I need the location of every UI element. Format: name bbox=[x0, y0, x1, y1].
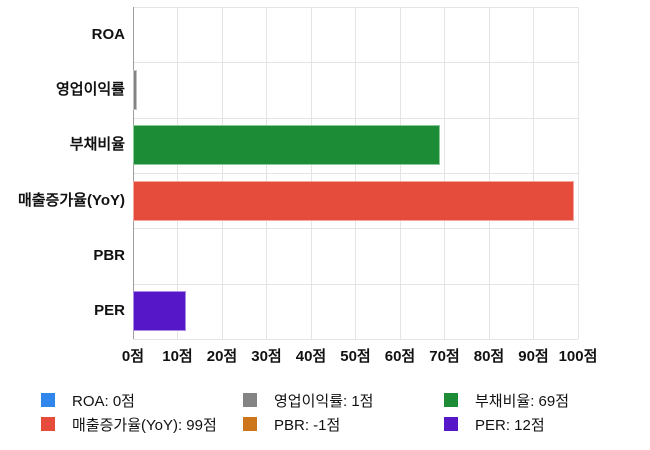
gridline-vertical bbox=[577, 7, 579, 339]
legend-color-swatch bbox=[41, 393, 55, 407]
x-tick-label: 100점 bbox=[558, 348, 598, 365]
legend-label: PER: 12점 bbox=[475, 416, 545, 434]
x-tick-label: 50점 bbox=[340, 348, 371, 365]
legend-label: 부채비율: 69점 bbox=[475, 392, 570, 410]
x-tick-label: 30점 bbox=[251, 348, 282, 365]
chart-bar[interactable] bbox=[133, 180, 574, 221]
legend-color-swatch bbox=[243, 393, 257, 407]
legend-item: PBR: -1점 bbox=[243, 416, 341, 434]
gridline-vertical bbox=[177, 7, 178, 339]
category-label: 부채비율 bbox=[69, 136, 125, 154]
legend-label: ROA: 0점 bbox=[72, 392, 135, 410]
legend-color-swatch bbox=[243, 417, 257, 431]
gridline-vertical bbox=[266, 7, 267, 339]
category-label: 영업이익률 bbox=[55, 81, 125, 98]
x-tick-label: 20점 bbox=[206, 348, 238, 365]
legend-item: ROA: 0점 bbox=[41, 392, 135, 410]
gridline-vertical bbox=[355, 7, 356, 339]
gridline-vertical bbox=[399, 7, 401, 339]
legend-item: PER: 12점 bbox=[444, 416, 545, 434]
legend-label: 영업이익률: 1점 bbox=[274, 392, 374, 410]
gridline-vertical bbox=[533, 7, 534, 339]
legend-color-swatch bbox=[41, 417, 55, 431]
gridline-vertical bbox=[221, 7, 223, 339]
x-tick-label: 80점 bbox=[473, 348, 505, 365]
legend-item: 부채비율: 69점 bbox=[444, 392, 570, 410]
chart-bar[interactable] bbox=[133, 291, 187, 332]
x-tick-label: 0점 bbox=[121, 348, 145, 365]
x-tick-label: 40점 bbox=[295, 348, 327, 365]
category-label: ROA bbox=[91, 25, 125, 43]
category-label: 매출증가율(YoY) bbox=[17, 191, 125, 209]
legend-color-swatch bbox=[444, 393, 458, 407]
y-axis-line bbox=[132, 7, 134, 339]
legend-label: PBR: -1점 bbox=[274, 416, 341, 434]
gridline-vertical bbox=[488, 7, 490, 339]
gridline-vertical bbox=[310, 7, 312, 339]
legend-item: 영업이익률: 1점 bbox=[243, 392, 374, 410]
x-tick-label: 70점 bbox=[429, 348, 460, 365]
chart-bar[interactable] bbox=[133, 70, 138, 110]
category-label: PBR bbox=[93, 247, 125, 264]
legend-color-swatch bbox=[444, 417, 458, 431]
category-label: PER bbox=[94, 302, 125, 320]
x-tick-label: 10점 bbox=[162, 348, 193, 365]
gridline-horizontal bbox=[133, 339, 578, 340]
x-tick-label: 90점 bbox=[518, 348, 549, 365]
legend-label: 매출증가율(YoY): 99점 bbox=[72, 416, 217, 434]
gridline-vertical bbox=[444, 7, 445, 339]
x-tick-label: 60점 bbox=[384, 348, 416, 365]
legend-item: 매출증가율(YoY): 99점 bbox=[41, 416, 217, 434]
chart-bar[interactable] bbox=[133, 125, 441, 166]
